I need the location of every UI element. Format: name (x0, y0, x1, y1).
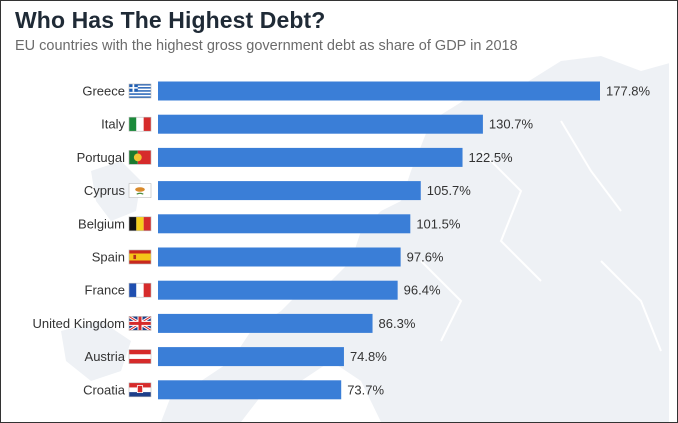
bar-greece (158, 81, 600, 101)
bar-austria (158, 347, 344, 367)
category-label: Croatia (83, 382, 126, 397)
spain-flag-icon (128, 249, 152, 265)
category-label: Greece (82, 84, 125, 99)
category-label: Portugal (77, 150, 126, 165)
chart-title: Who Has The Highest Debt? (15, 7, 326, 33)
bar-italy (158, 114, 483, 134)
bar-croatia (158, 380, 342, 400)
bar-belgium (158, 214, 411, 234)
right-border-strip (669, 1, 677, 422)
france-flag-icon (128, 282, 152, 298)
value-label: 177.8% (606, 84, 651, 99)
bar-spain (158, 247, 401, 267)
value-label: 86.3% (379, 316, 416, 331)
chart-subtitle: EU countries with the highest gross gove… (15, 38, 518, 54)
value-label: 130.7% (489, 117, 534, 132)
united-kingdom-flag-icon (128, 316, 152, 331)
greece-flag-icon (128, 83, 152, 99)
category-label: France (85, 283, 125, 298)
category-label: Austria (85, 349, 126, 364)
value-label: 101.5% (416, 216, 461, 231)
bar-cyprus (158, 181, 421, 201)
category-label: Cyprus (84, 183, 126, 198)
value-label: 97.6% (407, 250, 444, 265)
value-label: 122.5% (469, 150, 514, 165)
bar-france (158, 280, 398, 300)
austria-flag-icon (128, 349, 152, 364)
value-label: 74.8% (350, 349, 387, 364)
bar-portugal (158, 147, 463, 167)
belgium-flag-icon (128, 216, 152, 232)
value-label: 96.4% (404, 283, 441, 298)
portugal-flag-icon (128, 150, 152, 165)
value-label: 105.7% (427, 183, 472, 198)
category-label: United Kingdom (33, 316, 126, 331)
cyprus-flag-icon (128, 183, 152, 198)
italy-flag-icon (128, 116, 152, 132)
category-label: Spain (92, 250, 125, 265)
category-label: Belgium (78, 216, 125, 231)
croatia-flag-icon (128, 382, 152, 398)
category-label: Italy (101, 117, 125, 132)
value-label: 73.7% (347, 382, 384, 397)
bar-united-kingdom (158, 313, 373, 333)
